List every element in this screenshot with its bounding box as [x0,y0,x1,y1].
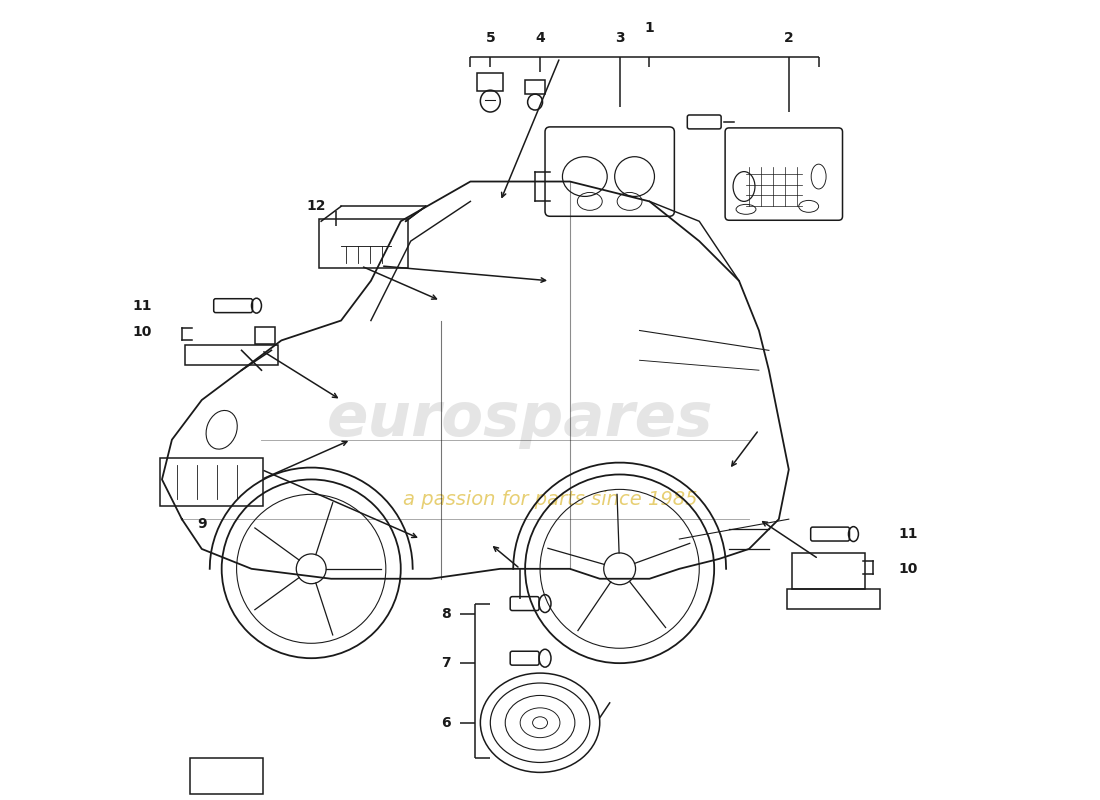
Text: 12: 12 [307,199,326,214]
Text: 8: 8 [441,606,450,621]
Text: 2: 2 [784,30,794,45]
Text: 3: 3 [615,30,625,45]
Text: 9: 9 [197,517,207,531]
Text: 11: 11 [899,527,917,541]
Text: 10: 10 [132,326,152,339]
Text: 6: 6 [441,716,450,730]
Text: 10: 10 [899,562,917,576]
Text: 7: 7 [441,656,450,670]
Text: 5: 5 [485,30,495,45]
Text: 4: 4 [536,30,544,45]
Text: 1: 1 [645,21,654,34]
Text: a passion for parts since 1985: a passion for parts since 1985 [403,490,697,509]
Text: eurospares: eurospares [327,390,714,450]
Text: 11: 11 [132,298,152,313]
